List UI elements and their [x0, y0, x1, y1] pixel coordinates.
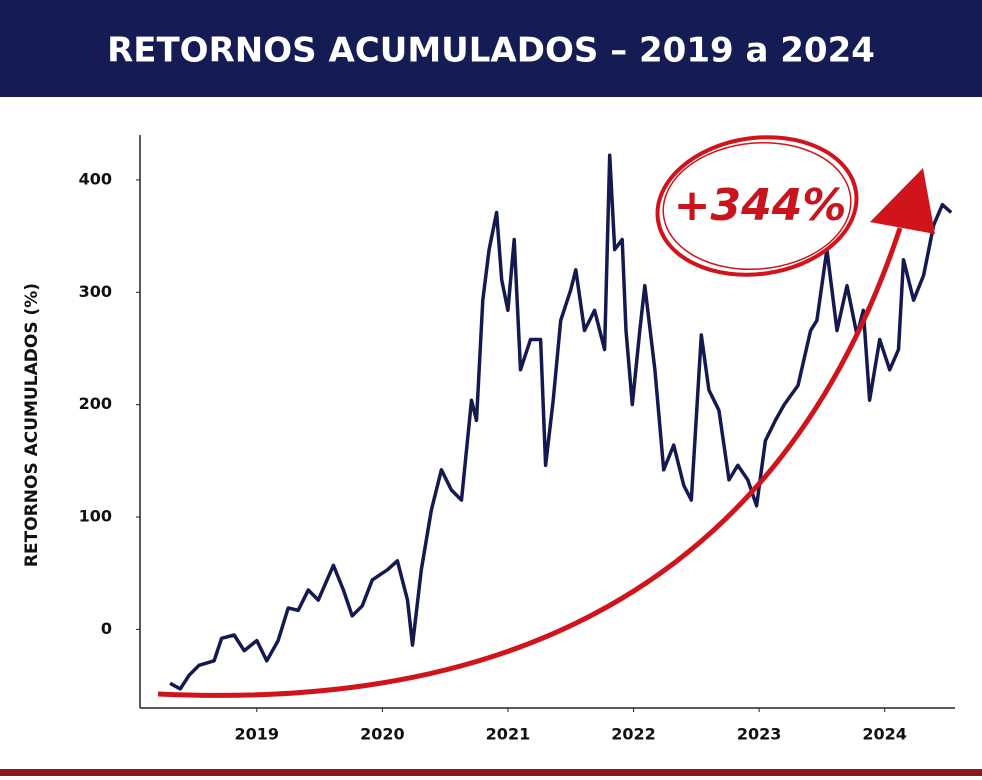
- y-tick-label: 200: [79, 394, 112, 413]
- annotation-circle: [655, 135, 859, 277]
- x-tick-label: 2024: [862, 725, 907, 744]
- arrow-head: [870, 168, 935, 234]
- annotation-circle-inner: [662, 141, 852, 271]
- x-tick-label: 2023: [737, 725, 782, 744]
- chart-title: RETORNOS ACUMULADOS – 2019 a 2024: [107, 31, 875, 71]
- x-tick-label: 2022: [611, 725, 656, 744]
- y-tick-label: 100: [79, 507, 112, 526]
- y-tick-label: 0: [101, 619, 112, 638]
- plot-area: 0 100 200 300 400 2019 2020 2021 2022 2023 2024: [79, 153, 953, 744]
- footer-bar: [0, 769, 982, 776]
- y-tick-label: 300: [79, 282, 112, 301]
- x-tick-label: 2020: [360, 725, 405, 744]
- annotation: +344%: [674, 180, 847, 231]
- x-tick-label: 2019: [235, 725, 280, 744]
- y-axis-label: RETORNOS ACUMULADOS (%): [22, 283, 42, 567]
- x-tick-label: 2021: [486, 725, 531, 744]
- data-line: [169, 153, 953, 691]
- header-bar: [0, 0, 982, 97]
- y-tick-label: 400: [79, 169, 112, 188]
- trend-arrow: [157, 227, 903, 698]
